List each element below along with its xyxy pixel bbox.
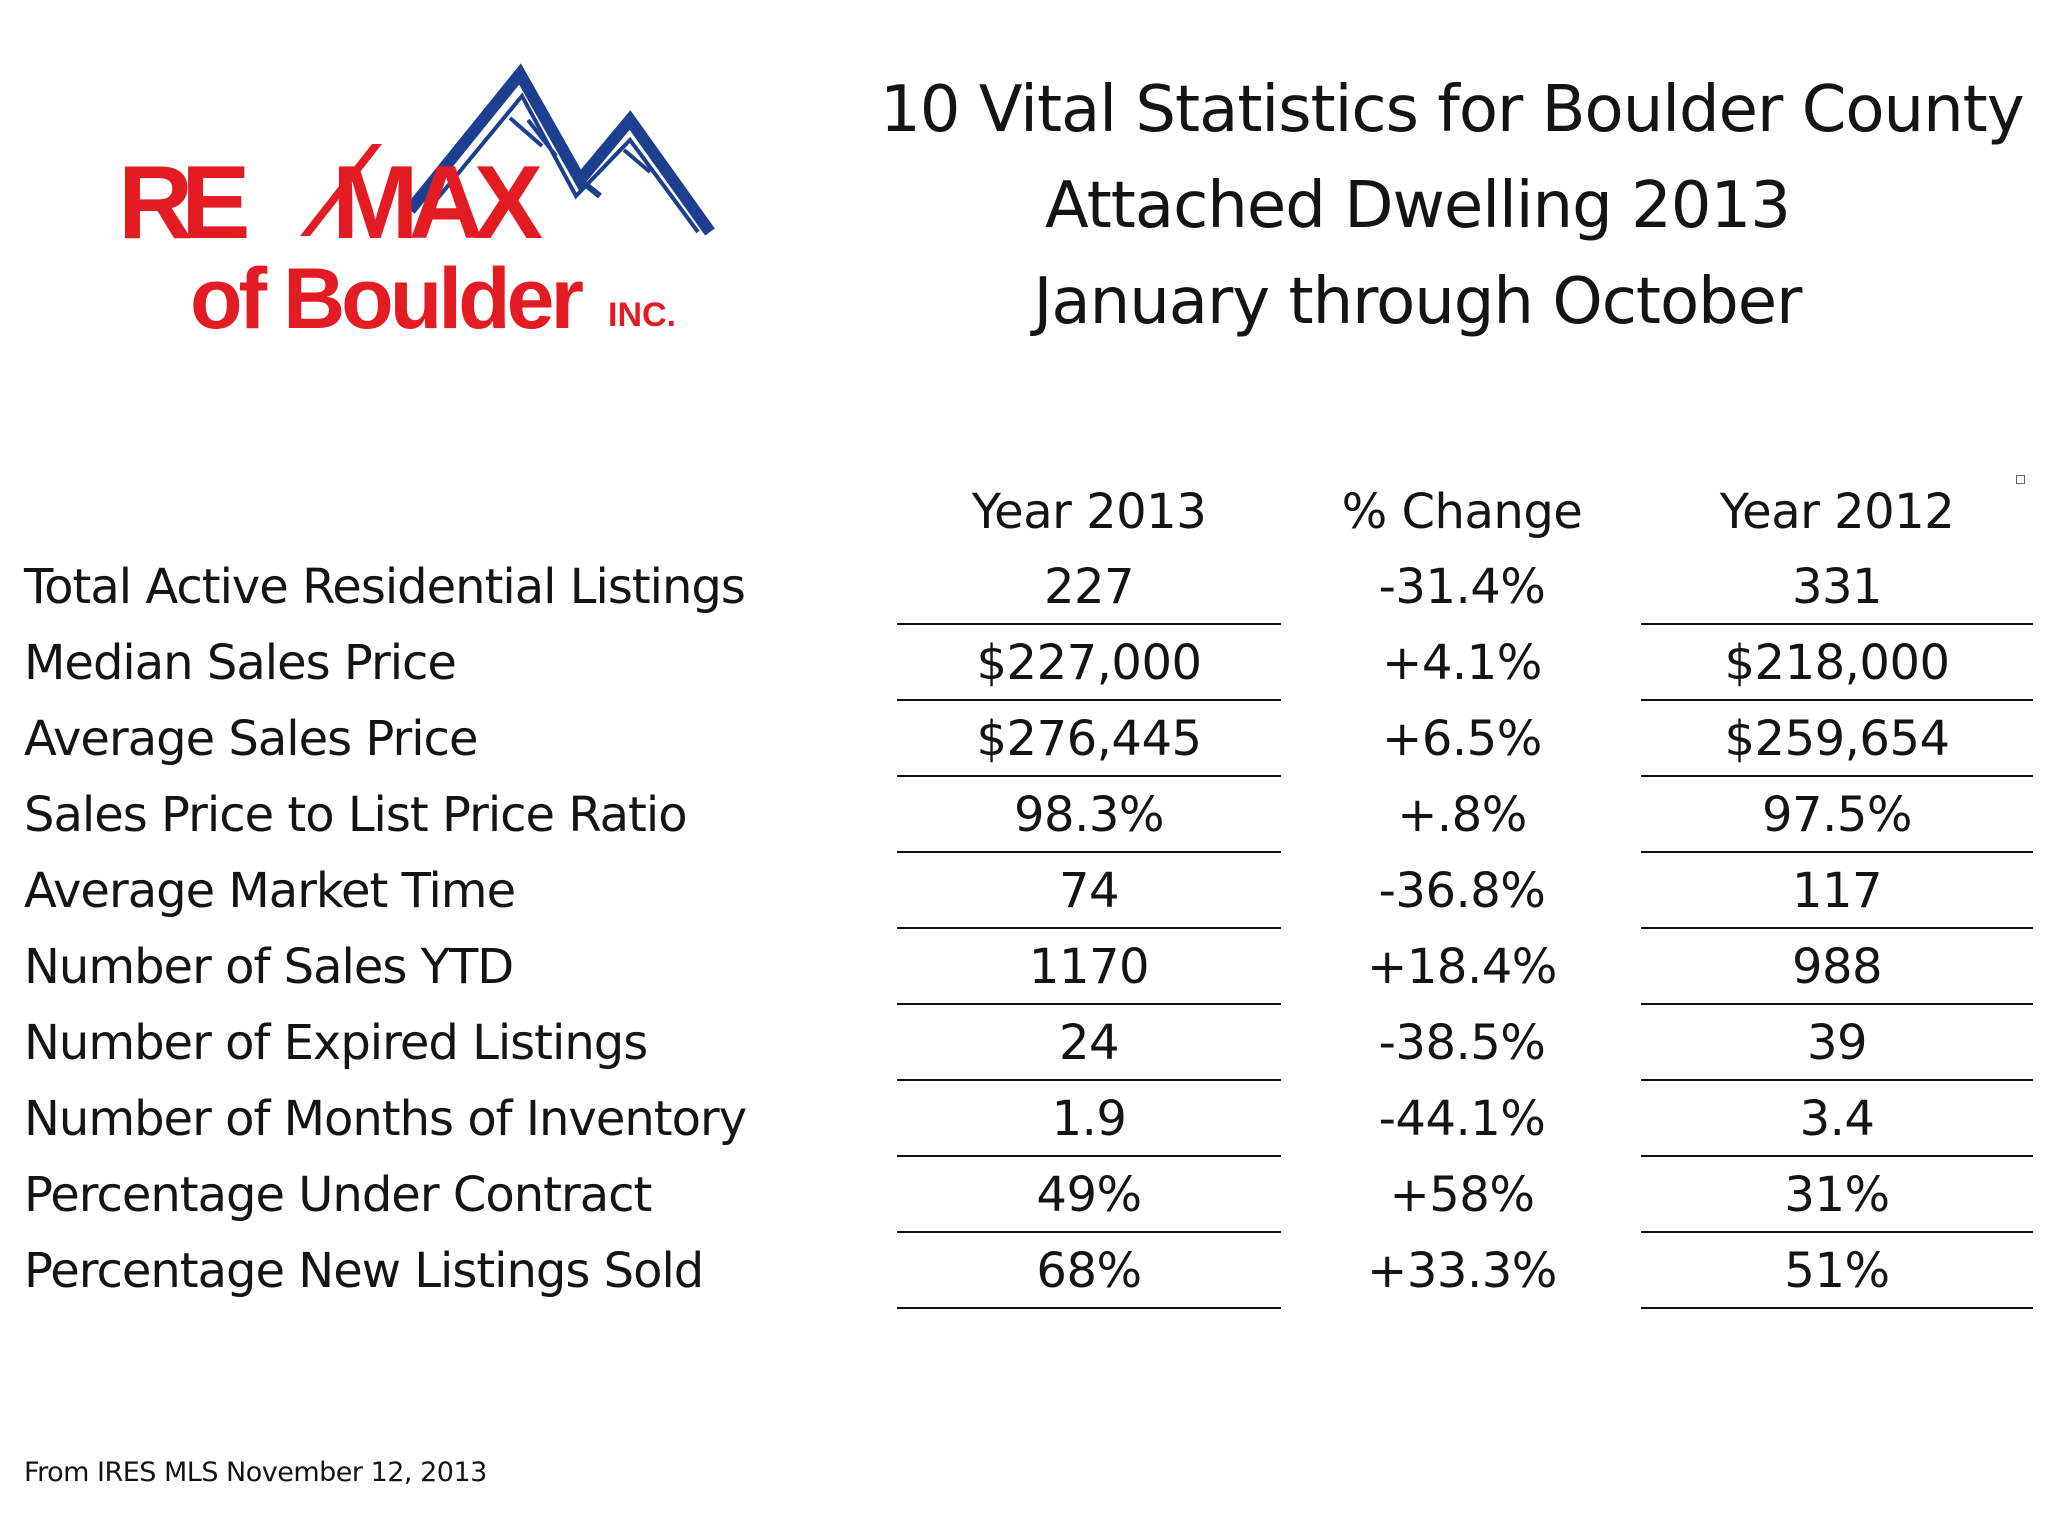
remax-logo: RE MAX of Boulder INC. xyxy=(110,60,730,360)
mountain-icon xyxy=(405,63,715,236)
title-line-3: January through October xyxy=(1033,265,1803,339)
svg-text:MAX: MAX xyxy=(332,145,543,261)
svg-text:RE: RE xyxy=(118,145,247,261)
table-row: Number of Months of Inventory 1.9 -44.1%… xyxy=(0,1084,2048,1160)
row-label: Number of Sales YTD xyxy=(24,939,514,995)
header-year-2012: Year 2012 xyxy=(1719,484,1955,540)
cell-year-2013: 227 xyxy=(897,552,1281,625)
cell-percent-change: +18.4% xyxy=(1367,939,1557,995)
row-label: Number of Months of Inventory xyxy=(24,1091,747,1147)
title-line-2: Attached Dwelling 2013 xyxy=(1045,169,1791,243)
table-row: Number of Expired Listings 24 -38.5% 39 xyxy=(0,1008,2048,1084)
row-label: Average Market Time xyxy=(24,863,516,919)
row-label: Total Active Residential Listings xyxy=(24,559,746,615)
table-row: Total Active Residential Listings 227 -3… xyxy=(0,552,2048,628)
statistics-table: Total Active Residential Listings 227 -3… xyxy=(0,552,2048,1312)
cell-year-2012: 117 xyxy=(1641,856,2033,929)
cell-year-2013: 98.3% xyxy=(897,780,1281,853)
logo-sub-text: of Boulder xyxy=(190,251,583,347)
header-percent-change: % Change xyxy=(1341,484,1583,540)
cell-percent-change: +.8% xyxy=(1397,787,1527,843)
cell-percent-change: +4.1% xyxy=(1382,635,1542,691)
row-label: Percentage New Listings Sold xyxy=(24,1243,704,1299)
cell-year-2013: $276,445 xyxy=(897,704,1281,777)
table-row: Percentage New Listings Sold 68% +33.3% … xyxy=(0,1236,2048,1312)
cell-year-2013: 1170 xyxy=(897,932,1281,1005)
cell-year-2013: 68% xyxy=(897,1236,1281,1309)
logo-suffix-text: INC. xyxy=(608,296,676,334)
cell-year-2013: 24 xyxy=(897,1008,1281,1081)
row-label: Median Sales Price xyxy=(24,635,457,691)
header-year-2013: Year 2013 xyxy=(971,484,1207,540)
row-label: Number of Expired Listings xyxy=(24,1015,648,1071)
cell-year-2012: 988 xyxy=(1641,932,2033,1005)
cell-year-2013: 1.9 xyxy=(897,1084,1281,1157)
table-row: Median Sales Price $227,000 +4.1% $218,0… xyxy=(0,628,2048,704)
cell-year-2012: 39 xyxy=(1641,1008,2033,1081)
row-label: Average Sales Price xyxy=(24,711,478,767)
cell-percent-change: +58% xyxy=(1389,1167,1535,1223)
cell-year-2012: 331 xyxy=(1641,552,2033,625)
cell-year-2012: $259,654 xyxy=(1641,704,2033,777)
resize-handle-icon xyxy=(2016,475,2025,484)
cell-year-2013: $227,000 xyxy=(897,628,1281,701)
table-row: Average Sales Price $276,445 +6.5% $259,… xyxy=(0,704,2048,780)
row-label: Percentage Under Contract xyxy=(24,1167,652,1223)
table-row: Percentage Under Contract 49% +58% 31% xyxy=(0,1160,2048,1236)
cell-year-2012: 97.5% xyxy=(1641,780,2033,853)
cell-percent-change: -44.1% xyxy=(1378,1091,1546,1147)
cell-year-2013: 49% xyxy=(897,1160,1281,1233)
cell-year-2012: 3.4 xyxy=(1641,1084,2033,1157)
source-note: From IRES MLS November 12, 2013 xyxy=(24,1457,487,1488)
cell-year-2012: 51% xyxy=(1641,1236,2033,1309)
page-title: 10 Vital Statistics for Boulder County A… xyxy=(880,62,2025,350)
cell-percent-change: -36.8% xyxy=(1378,863,1546,919)
title-line-1: 10 Vital Statistics for Boulder County xyxy=(880,73,2025,147)
table-row: Average Market Time 74 -36.8% 117 xyxy=(0,856,2048,932)
table-row: Number of Sales YTD 1170 +18.4% 988 xyxy=(0,932,2048,1008)
row-label: Sales Price to List Price Ratio xyxy=(24,787,688,843)
cell-percent-change: -31.4% xyxy=(1378,559,1546,615)
cell-percent-change: +6.5% xyxy=(1382,711,1542,767)
cell-year-2012: $218,000 xyxy=(1641,628,2033,701)
cell-year-2013: 74 xyxy=(897,856,1281,929)
cell-percent-change: -38.5% xyxy=(1378,1015,1546,1071)
cell-percent-change: +33.3% xyxy=(1367,1243,1557,1299)
table-row: Sales Price to List Price Ratio 98.3% +.… xyxy=(0,780,2048,856)
cell-year-2012: 31% xyxy=(1641,1160,2033,1233)
